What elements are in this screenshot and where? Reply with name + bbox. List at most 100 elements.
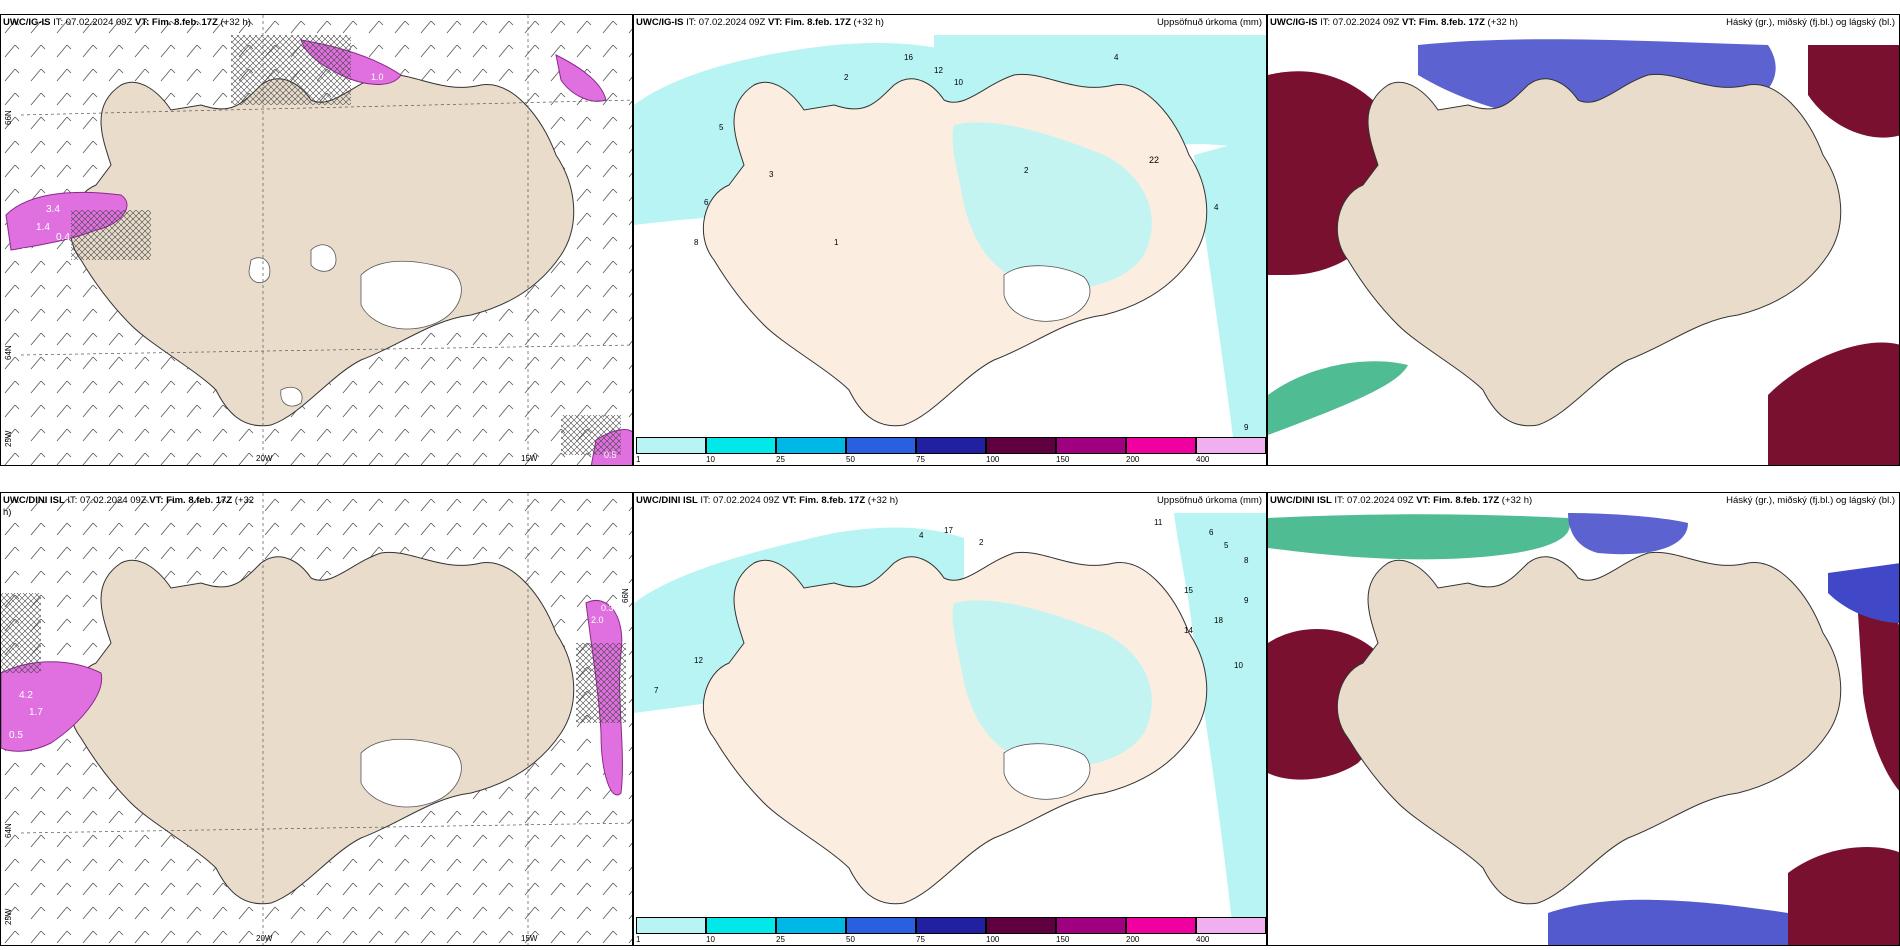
precip-label: 4 — [919, 531, 924, 540]
precip-area-east — [1194, 135, 1266, 445]
iceland-landmass — [1336, 73, 1842, 427]
precip-label: 12 — [694, 656, 703, 665]
precip-label: 5 — [1224, 541, 1229, 550]
precip-label: 7 — [654, 686, 659, 695]
glacier-langjokull — [248, 257, 271, 284]
panel-title: Uppsöfnuð úrkoma (mm) — [1156, 495, 1262, 506]
lon-label-15w: 15W — [521, 934, 538, 943]
colorbar-cell — [636, 437, 706, 454]
precip-label: 4 — [1214, 203, 1219, 212]
glacier-vatnajokull — [1003, 265, 1091, 322]
lat-label-64n: 64N — [4, 823, 13, 838]
iceland-landmass — [1336, 551, 1842, 905]
colorbar-tick: 25 — [776, 935, 785, 944]
panel-precip-bottom: UWC/DINI ISL IT: 07.02.2024 09Z VT: Fim.… — [633, 492, 1267, 946]
colorbar-tick: 50 — [846, 935, 855, 944]
panel-title: Háský (gr.), miðský (fj.bl.) og lágský (… — [1726, 495, 1895, 506]
precip-area-inland — [952, 122, 1152, 289]
precip-label: 15 — [1184, 586, 1193, 595]
colorbar-tick: 1 — [636, 935, 641, 944]
precip-label: 9 — [1244, 423, 1249, 432]
magenta-area-northeast — [555, 54, 607, 102]
glacier-vatnajokull — [360, 260, 462, 330]
colorbar-tick: 1 — [636, 455, 641, 464]
wind-label: 4.2 — [19, 690, 33, 701]
colorbar-tick: 100 — [986, 455, 1000, 464]
colorbar-tick: 75 — [916, 935, 925, 944]
gridline — [20, 822, 632, 834]
magenta-area-west — [1, 661, 103, 752]
lon-label-25w: 25W — [4, 908, 13, 925]
cloud-blue-east — [1828, 563, 1899, 623]
precip-label: 10 — [954, 78, 963, 87]
precip-label: 5 — [719, 123, 724, 132]
precip-area-east — [1174, 513, 1266, 943]
precip-label: 8 — [694, 238, 699, 247]
colorbar-cell — [846, 437, 916, 454]
cloud-deepred-southeast — [1788, 847, 1899, 945]
precip-label: 2 — [979, 538, 984, 547]
colorbar-tick: 50 — [846, 455, 855, 464]
colorbar-cell — [636, 917, 706, 934]
precip-label: 18 — [1214, 616, 1223, 625]
precip-label: 6 — [704, 198, 709, 207]
cloud-deepred-southeast — [1768, 342, 1899, 465]
wind-label: 1.4 — [36, 222, 50, 233]
precip-label: 10 — [1234, 661, 1243, 670]
precip-label: 16 — [904, 53, 913, 62]
panel-precip-top: UWC/IG-IS IT: 07.02.2024 09Z VT: Fim. 8.… — [633, 14, 1267, 466]
precip-label: 2 — [844, 73, 849, 82]
precip-label: 12 — [934, 66, 943, 75]
colorbar-tick: 75 — [916, 455, 925, 464]
colorbar-tick: 150 — [1056, 935, 1070, 944]
precip-label: 2 — [1024, 166, 1029, 175]
lat-label-66n: 66N — [621, 588, 630, 603]
panel-wind-top: UWC/IG-IS IT: 07.02.2024 09Z VT: Fim. 8.… — [0, 14, 633, 466]
wind-label: 0.5 — [604, 450, 617, 460]
hatch-west — [71, 210, 151, 260]
map-clouds-bottom — [1268, 513, 1899, 945]
panel-header: UWC/DINI ISL IT: 07.02.2024 09Z VT: Fim.… — [636, 495, 899, 506]
wind-label: 3.4 — [46, 204, 60, 215]
precip-label: 6 — [1209, 528, 1214, 537]
map-clouds-top — [1268, 39, 1899, 465]
colorbar-cell — [846, 917, 916, 934]
glacier-vatnajokull — [1003, 743, 1091, 800]
precip-colorbar: 1 10 25 50 75 100 150 200 400 — [634, 917, 1266, 945]
cloud-deepred-east — [1858, 607, 1899, 791]
gridline — [20, 344, 632, 356]
colorbar-tick: 10 — [706, 455, 715, 464]
colorbar-tick: 10 — [706, 935, 715, 944]
panel-header: UWC/IG-IS IT: 07.02.2024 09Z VT: Fim. 8.… — [1270, 17, 1518, 28]
panel-clouds-bottom: UWC/DINI ISL IT: 07.02.2024 09Z VT: Fim.… — [1267, 492, 1900, 946]
hatch-northwest — [231, 35, 351, 105]
colorbar-cell — [1126, 917, 1196, 934]
precip-label: 17 — [944, 526, 953, 535]
iceland-landmass — [69, 551, 575, 905]
glacier-myrdalsjokull — [280, 386, 303, 407]
colorbar-cell — [986, 917, 1056, 934]
wind-label: 1.7 — [29, 707, 43, 718]
precip-label: 22 — [1149, 155, 1159, 165]
wind-label: 2.0 — [591, 615, 604, 625]
colorbar-tick: 400 — [1196, 455, 1210, 464]
hatch-east — [576, 643, 626, 723]
colorbar-tick: 200 — [1126, 935, 1140, 944]
lon-label-15w: 15W — [521, 454, 538, 463]
map-wind-bottom: 4.2 1.7 0.5 2.0 0.3 — [1, 493, 632, 945]
panel-header: UWC/IG-IS IT: 07.02.2024 09Z VT: Fim. 8.… — [3, 17, 251, 28]
colorbar-tick: 200 — [1126, 455, 1140, 464]
colorbar-cell — [776, 437, 846, 454]
colorbar-cell — [916, 437, 986, 454]
precip-colorbar: 1 10 25 50 75 100 150 200 400 — [634, 437, 1266, 465]
panel-header: UWC/IG-IS IT: 07.02.2024 09Z VT: Fim. 8.… — [636, 17, 884, 28]
colorbar-cell — [706, 437, 776, 454]
cloud-blue-north — [1568, 513, 1688, 555]
wind-label: 1.0 — [371, 72, 384, 82]
colorbar-cell — [1056, 437, 1126, 454]
wind-label: 0.4 — [56, 232, 70, 243]
colorbar-tick: 25 — [776, 455, 785, 464]
panel-wind-bottom: UWC/DINI ISL IT: 07.02.2024 09Z VT: Fim.… — [0, 492, 633, 946]
cloud-green-north — [1268, 514, 1570, 560]
lon-label-20w: 20W — [256, 454, 273, 463]
